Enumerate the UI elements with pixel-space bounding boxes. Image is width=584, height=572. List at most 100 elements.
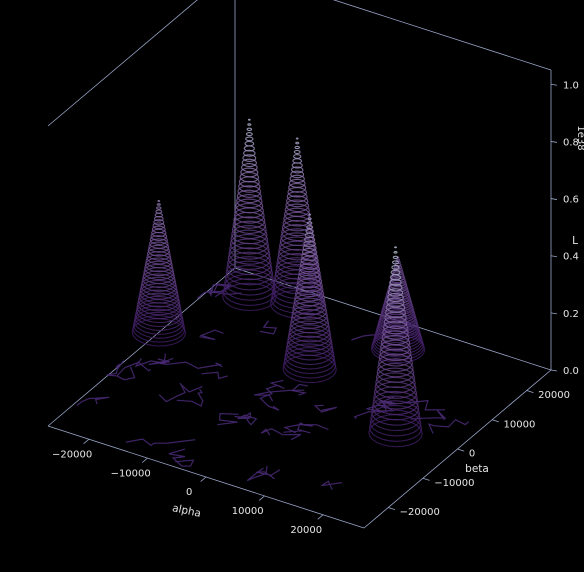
y-tick-label: 0 (469, 449, 475, 460)
z-tick-label: 1.0 (563, 80, 579, 91)
base-contour-line (168, 448, 195, 467)
peak-contour-ring (305, 228, 314, 234)
peak-contour-ring (137, 289, 180, 312)
peak (368, 246, 423, 448)
peak-contour-ring (389, 278, 402, 286)
z-axis-label: L (572, 235, 578, 247)
base-contour-line (199, 329, 224, 341)
peak-contour-ring (235, 198, 264, 214)
peak-contour-ring (303, 240, 316, 248)
base-contour-line (256, 469, 281, 480)
y-axis-label: beta (465, 463, 489, 475)
peak-contour-ring (380, 334, 411, 351)
base-contour-line (353, 396, 395, 420)
z-tick-label: 0.0 (563, 366, 579, 377)
peak-contour-ring (233, 211, 266, 229)
base-contour-line (254, 389, 305, 402)
peak-contour-ring (242, 154, 257, 162)
peak-contour-ring (304, 236, 316, 243)
base-contour-line (137, 357, 151, 372)
peak-contour-ring (156, 203, 161, 206)
peak-contour-ring (151, 225, 166, 234)
peak-contour-ring (135, 299, 182, 324)
peak-contour-ring (295, 286, 325, 302)
peak (370, 256, 426, 364)
peak-contour-ring (247, 123, 252, 126)
peak-contour-ring (368, 418, 423, 448)
peak-contour-ring (304, 232, 315, 239)
base-contour-line (313, 404, 337, 413)
peak-contour-ring (380, 339, 411, 356)
peak-contour-ring (153, 219, 165, 226)
base-contour-line (283, 422, 311, 434)
peak-contour-ring (293, 154, 302, 159)
x-tick-mark (83, 438, 90, 445)
peak-contour-ring (135, 302, 183, 328)
peak-contour-ring (144, 260, 174, 277)
peak-contour-ring (391, 265, 400, 270)
peak-contour-ring (369, 414, 423, 442)
peak-contour-ring (283, 347, 336, 375)
peak-contour-ring (392, 255, 399, 260)
peak-contour-ring (392, 260, 399, 265)
x-axis-label: alpha (171, 502, 202, 520)
peak-contour-ring (288, 178, 306, 188)
peaks-layer (131, 118, 426, 448)
z-tick-label: 0.8 (563, 137, 579, 148)
peak-contour-ring (294, 289, 325, 307)
peak-contour-ring (393, 251, 398, 254)
peak-contour-ring (387, 288, 404, 297)
base-contour-line (106, 360, 125, 377)
peak-contour-ring (245, 132, 253, 137)
peak-contour-ring (234, 207, 265, 224)
peak-contour-ring (232, 216, 267, 234)
base-contour-line (321, 480, 343, 490)
peak-contour-ring (156, 206, 162, 210)
peak-contour-ring (145, 254, 173, 269)
peak-contour-ring (229, 238, 270, 260)
z-tick-mark (550, 198, 558, 200)
peak-contour-ring (388, 283, 403, 292)
peak-contour-ring (229, 233, 269, 255)
x-tick-label: 0 (186, 487, 192, 498)
peak-contour-ring (292, 158, 303, 164)
x-tick-mark (141, 457, 148, 463)
pane-edge-left (47, 267, 236, 427)
y-tick-label: 10000 (504, 419, 536, 430)
z-tick-mark (550, 255, 558, 258)
peak-contour-ring (222, 282, 277, 312)
peak (131, 199, 187, 347)
peak-contour-ring (295, 141, 300, 145)
peak-contour-ring (288, 182, 307, 193)
base-contour-line (196, 284, 233, 299)
peak-contour-ring (374, 376, 417, 399)
y-tick-label: 20000 (538, 390, 570, 401)
x-tick-label: 20000 (290, 525, 322, 536)
peak-contour-ring (283, 207, 311, 222)
peak-contour-ring (376, 362, 415, 383)
y-tick-mark (422, 477, 430, 481)
peak-contour-ring (308, 213, 312, 216)
base-contour-line (366, 399, 397, 412)
peak-contour-ring (291, 305, 328, 325)
peak-contour-ring (302, 244, 317, 252)
z-tick-mark (550, 141, 558, 143)
peak-contour-ring (243, 145, 255, 152)
peak-contour-ring (385, 302, 406, 313)
peak-contour-ring (230, 229, 269, 250)
y-tick-mark (457, 448, 465, 452)
peak-contour-ring (285, 335, 334, 361)
pane-edge-top-left (47, 0, 198, 127)
peak-contour-ring (143, 263, 175, 281)
axes-panes (47, 0, 552, 529)
peak-contour-ring (379, 307, 417, 327)
axes-layer: −20000 −10000 0 10000 20000 −20000 −10000 0 1000… (52, 80, 579, 536)
peak-contour-ring (295, 137, 299, 140)
base-contour-line (116, 360, 166, 381)
peak-contour-ring (241, 158, 257, 168)
peak-contour-ring (390, 269, 401, 276)
base-contour-line (410, 409, 447, 421)
peak-contour-ring (386, 286, 410, 299)
x-tick-mark (317, 514, 324, 520)
